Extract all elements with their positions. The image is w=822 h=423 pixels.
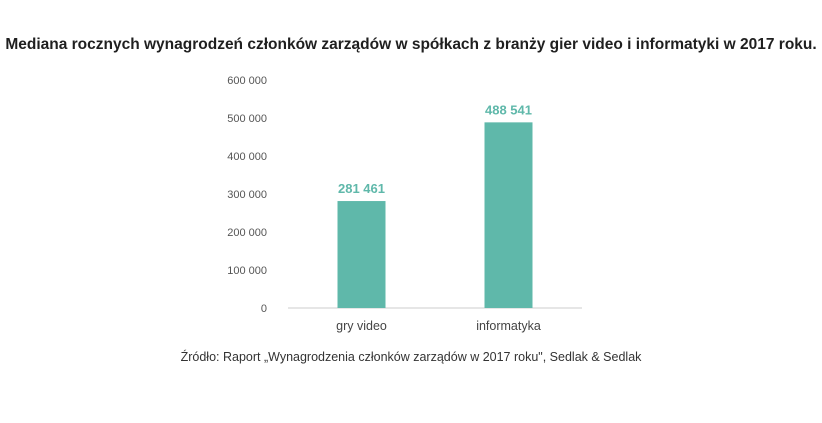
data-label: 488 541	[485, 102, 532, 117]
x-tick-label: informatyka	[476, 319, 541, 333]
bar	[484, 122, 533, 308]
y-tick-label: 400 000	[227, 151, 267, 163]
y-tick-label: 0	[261, 303, 267, 315]
data-label: 281 461	[338, 181, 385, 196]
y-tick-label: 600 000	[227, 75, 267, 87]
y-tick-label: 300 000	[227, 189, 267, 201]
bar	[337, 201, 386, 308]
y-tick-label: 500 000	[227, 113, 267, 125]
x-tick-label: gry video	[336, 319, 387, 333]
chart-title: Mediana rocznych wynagrodzeń członków za…	[5, 36, 817, 53]
y-tick-label: 200 000	[227, 227, 267, 239]
y-tick-label: 100 000	[227, 265, 267, 277]
source-note: Źródło: Raport „Wynagrodzenia członków z…	[180, 350, 642, 364]
